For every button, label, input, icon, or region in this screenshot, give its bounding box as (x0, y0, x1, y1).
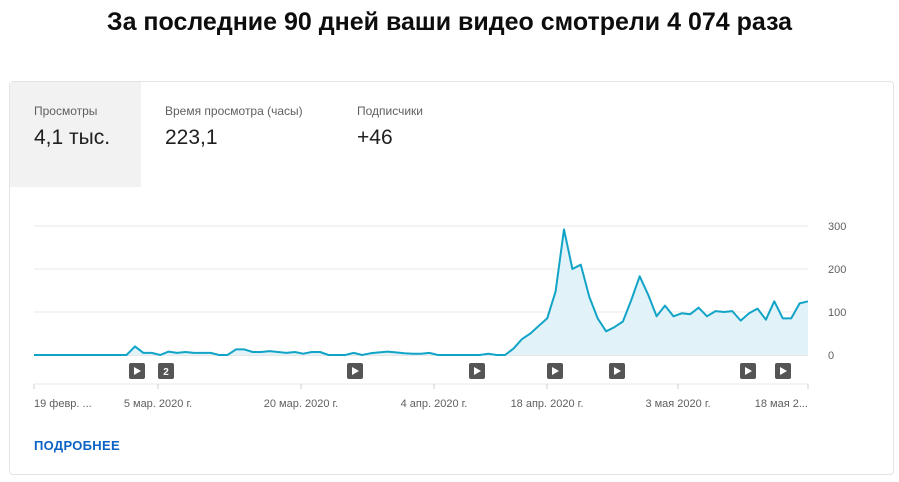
x-tick-label: 4 апр. 2020 г. (401, 398, 468, 410)
play-icon (474, 367, 481, 375)
series-line (34, 228, 809, 356)
views-chart: 0 100 200 300 2 19 февр. ... 5 мар. 2020 г. 20 … (33, 221, 846, 410)
x-tick-label: 18 апр. 2020 г. (511, 398, 584, 410)
event-marker (158, 363, 174, 379)
metric-tabs: Просмотры 4,1 тыс. Время просмотра (часы… (10, 82, 893, 187)
x-tick-label: 19 февр. ... (34, 398, 92, 410)
play-icon (614, 367, 621, 375)
metric-tab-views[interactable]: Просмотры 4,1 тыс. (10, 82, 141, 187)
y-tick-label: 100 (828, 307, 846, 319)
y-tick-label: 200 (828, 264, 846, 276)
play-icon (780, 367, 787, 375)
y-tick-label: 0 (828, 350, 834, 362)
play-icon (745, 367, 752, 375)
play-icon (352, 367, 359, 375)
metric-value: +46 (357, 126, 393, 149)
x-tick-label: 18 мая 2... (755, 398, 808, 410)
play-icon (552, 367, 559, 375)
event-marker-count: 2 (163, 367, 169, 378)
metric-label: Время просмотра (часы) (165, 104, 303, 118)
series-area (34, 229, 808, 355)
metric-tab-watch-time[interactable]: Время просмотра (часы) 223,1 (141, 82, 331, 187)
more-link[interactable]: ПОДРОБНЕЕ (34, 438, 120, 453)
metric-tab-subscribers[interactable]: Подписчики +46 (333, 82, 483, 187)
analytics-card: Просмотры 4,1 тыс. Время просмотра (часы… (9, 81, 894, 475)
x-tick-label: 3 мая 2020 г. (645, 398, 710, 410)
metric-label: Просмотры (34, 104, 98, 118)
y-tick-label: 300 (828, 221, 846, 233)
metric-value: 4,1 тыс. (34, 126, 111, 149)
page-title: За последние 90 дней ваши видео смотрели… (106, 8, 793, 36)
play-icon (134, 367, 141, 375)
x-tick-label: 5 мар. 2020 г. (124, 398, 192, 410)
x-tick-label: 20 мар. 2020 г. (264, 398, 338, 410)
metric-label: Подписчики (357, 104, 424, 118)
metric-value: 223,1 (165, 126, 218, 149)
